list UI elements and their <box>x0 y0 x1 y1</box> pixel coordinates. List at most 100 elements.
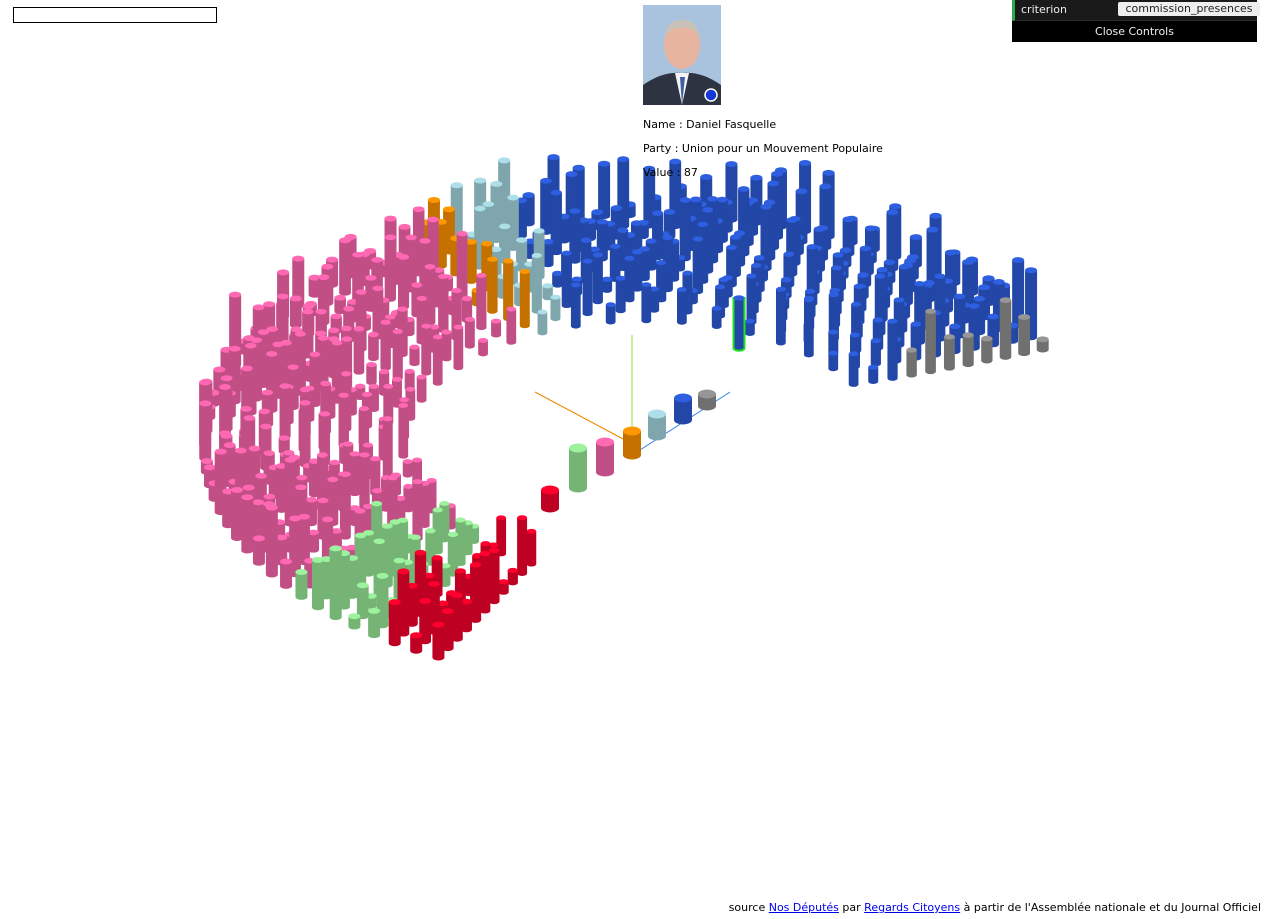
seat-cylinder <box>623 426 641 460</box>
seat-cylinder <box>999 297 1012 360</box>
seat-cylinder <box>366 361 377 385</box>
seat-cylinder <box>570 282 581 329</box>
info-party: Party : Union pour un Mouvement Populair… <box>643 142 883 155</box>
seat-cylinder <box>711 305 722 329</box>
seat-cylinder <box>356 582 369 620</box>
seat-cylinder <box>886 209 899 272</box>
seat-cylinder <box>609 243 621 282</box>
seat-cylinder <box>624 255 635 303</box>
seat-cylinder <box>517 515 528 576</box>
seat-cylinder <box>1036 336 1049 353</box>
seat-cylinder <box>868 364 879 384</box>
seat-cylinder <box>339 471 351 540</box>
seat-cylinder <box>476 272 487 331</box>
seat-cylinder <box>295 568 308 600</box>
seat-cylinder <box>380 319 391 371</box>
seat-cylinder <box>419 598 432 645</box>
seat-cylinder <box>370 456 381 496</box>
seat-cylinder <box>962 332 974 368</box>
seat-cylinder <box>943 334 955 371</box>
seat-cylinder <box>252 499 264 541</box>
seat-cylinder <box>338 392 349 448</box>
seat-cylinder <box>241 494 254 554</box>
seat-cylinder <box>432 334 443 386</box>
seat-cylinder <box>828 350 839 372</box>
footer-text: à partir de l'Assemblée nationale et du … <box>963 901 1261 914</box>
seat-cylinder <box>887 318 898 381</box>
seat-cylinder <box>278 435 290 455</box>
seat-cylinder <box>223 442 236 488</box>
seat-cylinder <box>491 318 502 338</box>
seat-cylinder <box>496 515 507 557</box>
seat-cylinder <box>537 309 548 336</box>
seat-cylinder <box>416 374 427 403</box>
seat-cylinder <box>649 286 660 313</box>
seat-cylinder <box>552 270 563 288</box>
criterion-select[interactable]: commission_presences <box>1118 2 1260 16</box>
seat-cylinder <box>732 295 746 352</box>
seat-cylinder <box>412 479 423 542</box>
seat-cylinder <box>478 337 488 357</box>
seat-cylinder <box>275 463 288 513</box>
seat-cylinder <box>470 562 482 623</box>
seat-cylinder <box>848 351 859 387</box>
seat-cylinder <box>582 258 593 317</box>
close-controls[interactable]: Close Controls <box>1012 21 1257 42</box>
seat-cylinder <box>632 249 643 292</box>
seat-cylinder <box>339 237 351 296</box>
seat-cylinder <box>692 236 704 295</box>
seat-cylinder <box>317 335 329 393</box>
seat-cylinder <box>231 487 244 542</box>
axis-line <box>534 391 626 441</box>
seat-cylinder <box>402 459 413 478</box>
seat-cylinder <box>698 389 716 411</box>
seat-cylinder <box>384 234 396 302</box>
seat-cylinder <box>289 515 301 578</box>
seat-cylinder <box>601 276 613 293</box>
seat-cylinder <box>745 318 755 336</box>
seat-cylinder <box>648 409 666 441</box>
seat-cylinder <box>409 344 420 367</box>
footer: source Nos Députés par Regards Citoyens … <box>729 901 1261 914</box>
seat-cylinder <box>280 558 293 589</box>
seat-cylinder <box>275 534 288 566</box>
seat-cylinder <box>506 306 517 345</box>
seat-cylinder <box>404 368 415 392</box>
seat-cylinder <box>327 476 339 527</box>
seat-cylinder <box>307 529 320 553</box>
seat-cylinder <box>870 338 881 367</box>
seat-cylinder <box>441 329 452 362</box>
seat-cylinder <box>592 252 603 305</box>
footer-link[interactable]: Nos Députés <box>768 901 839 914</box>
criterion-label: criterion <box>1021 3 1067 16</box>
info-value: Value : 87 <box>643 166 698 179</box>
footer-link[interactable]: Regards Citoyens <box>864 901 961 914</box>
seat-cylinder <box>842 216 855 257</box>
seat-cylinder <box>775 286 786 346</box>
seat-cylinder <box>906 347 917 378</box>
seat-cylinder <box>403 483 414 513</box>
seat-cylinder <box>299 400 311 468</box>
seat-cylinder <box>598 160 611 220</box>
search-input[interactable] <box>13 7 217 23</box>
seat-cylinder <box>531 252 542 314</box>
seat-cylinder <box>368 607 381 639</box>
seat-cylinder <box>424 264 436 326</box>
seat-cylinder <box>541 485 559 513</box>
seat-cylinder <box>348 613 361 630</box>
seat-cylinder <box>569 208 581 264</box>
seat-cylinder <box>263 301 276 331</box>
seat-cylinder <box>388 599 401 647</box>
seat-cylinder <box>252 535 265 566</box>
seat-cylinder <box>540 177 552 235</box>
seat-cylinder <box>461 295 473 323</box>
seat-cylinder <box>392 328 403 381</box>
seat-cylinder <box>289 295 302 329</box>
seat-cylinder <box>926 226 939 290</box>
seat-cylinder <box>298 513 310 566</box>
seat-cylinder <box>353 326 365 375</box>
footer-text: par <box>842 901 861 914</box>
seat-cylinder <box>453 324 464 371</box>
seat-cylinder <box>503 258 514 322</box>
